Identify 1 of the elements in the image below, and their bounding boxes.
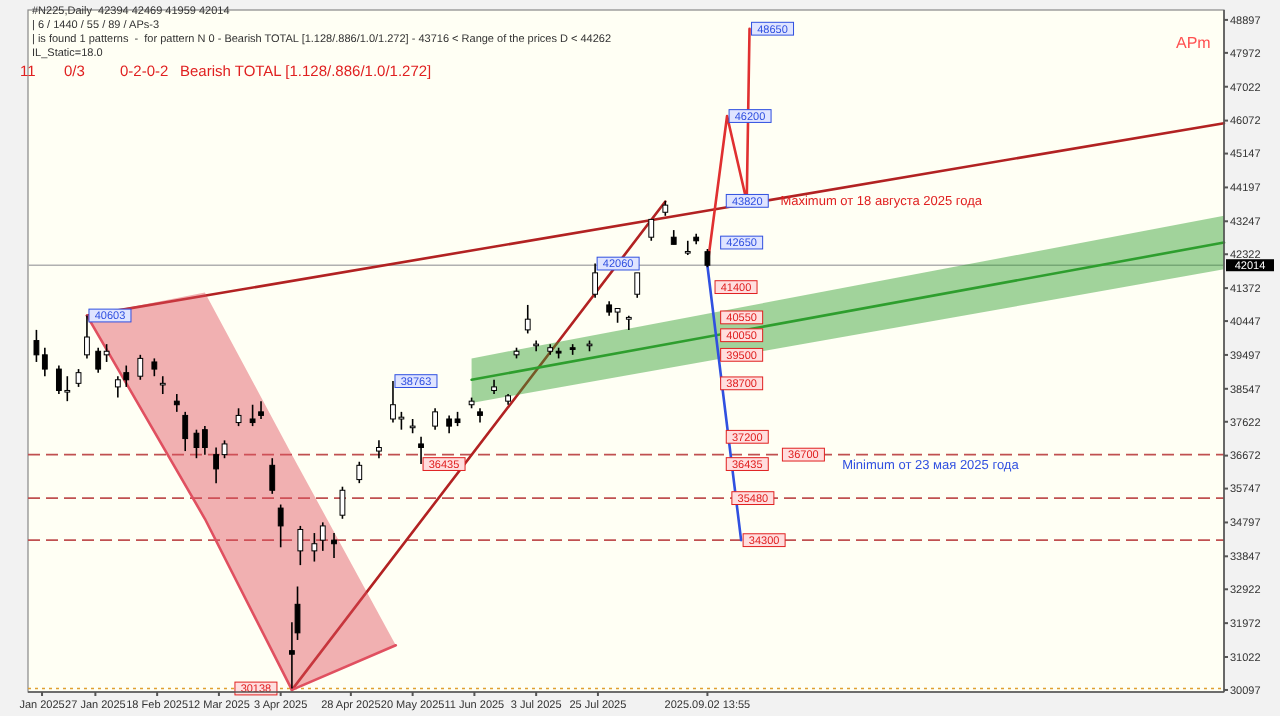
annotation: APm bbox=[1176, 34, 1212, 52]
